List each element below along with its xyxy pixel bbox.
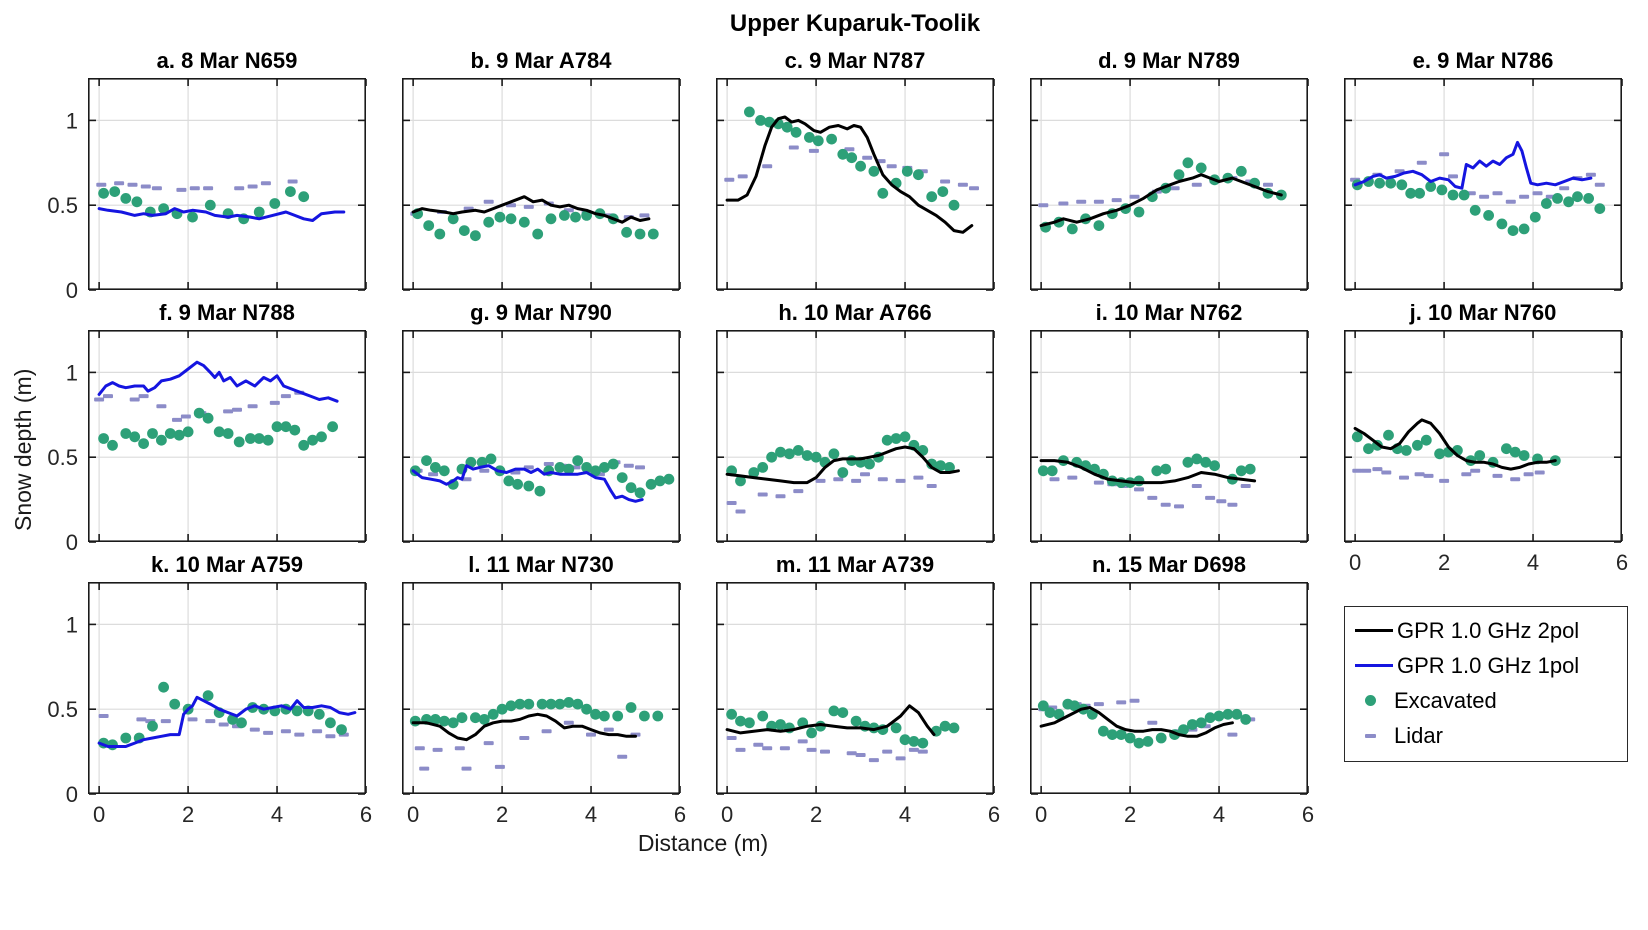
svg-text:0.5: 0.5	[47, 445, 78, 470]
panel-a: a. 8 Mar N659 0 0.5 1	[47, 46, 367, 303]
svg-text:6: 6	[674, 802, 686, 827]
svg-text:4: 4	[271, 802, 283, 827]
figure-title: Upper Kuparuk-Toolik	[729, 10, 981, 37]
panel-j: j. 10 Mar N760 0 2 4 6	[1344, 298, 1628, 575]
svg-text:0: 0	[66, 530, 78, 555]
svg-text:0: 0	[407, 802, 419, 827]
panel-k-title: k. 10 Mar A759	[150, 552, 304, 577]
panel-a-plot: 00.51	[47, 78, 367, 303]
panel-b-title: b. 9 Mar A784	[470, 48, 612, 73]
panel-i-plot	[1030, 330, 1309, 543]
panel-k-plot: 0 2 4 6 0 0.5 1	[47, 582, 372, 827]
panel-a-title: a. 8 Mar N659	[156, 48, 298, 73]
panel-e-title: e. 9 Mar N786	[1412, 48, 1554, 73]
panel-i: i. 10 Mar N762	[1030, 298, 1309, 543]
svg-text:2: 2	[1438, 550, 1450, 575]
panel-f: f. 9 Mar N788 0 0.5 1	[47, 298, 367, 555]
panel-l-title: l. 11 Mar N730	[468, 552, 614, 577]
panel-m: m. 11 Mar A739 0 2 4 6	[716, 550, 1000, 827]
svg-text:0.5: 0.5	[47, 193, 78, 218]
panel-c: c. 9 Mar N787	[716, 46, 995, 291]
panel-e-plot	[1344, 78, 1623, 291]
excavated-dot-swatch	[1365, 695, 1376, 706]
panel-d: d. 9 Mar N789	[1030, 46, 1309, 291]
panel-k: k. 10 Mar A759 0 2 4 6 0 0.5 1	[47, 550, 372, 827]
panel-c-plot	[716, 78, 995, 291]
svg-text:4: 4	[1213, 802, 1225, 827]
panel-n: n. 15 Mar D698 0 2 4 6	[1030, 550, 1314, 827]
panel-row-3: k. 10 Mar A759 0 2 4 6 0 0.5 1 l. 11 Mar N730 …	[47, 550, 1628, 827]
legend-cell: GPR 1.0 GHz 2pol GPR 1.0 GHz 1pol Excava…	[1344, 550, 1628, 794]
panel-b: b. 9 Mar A784	[402, 46, 681, 291]
panel-n-title: n. 15 Mar D698	[1091, 552, 1247, 577]
svg-text:1: 1	[66, 360, 78, 385]
panel-b-plot	[402, 78, 681, 291]
legend-item-gpr-2pol: GPR 1.0 GHz 2pol	[1355, 613, 1615, 648]
gpr-1pol-line-swatch	[1355, 664, 1393, 667]
panel-m-title: m. 11 Mar A739	[775, 552, 935, 577]
panel-l-plot: 0 2 4 6	[402, 582, 686, 827]
svg-text:0: 0	[1349, 550, 1361, 575]
svg-text:0: 0	[1035, 802, 1047, 827]
svg-text:2: 2	[810, 802, 822, 827]
panel-row-2: f. 9 Mar N788 0 0.5 1 g. 9 Mar N790 h. 10 …	[47, 298, 1628, 575]
svg-text:1: 1	[66, 108, 78, 133]
panel-g-plot	[402, 330, 681, 543]
legend-label-lidar: Lidar	[1394, 722, 1443, 748]
legend-label-gpr-2pol: GPR 1.0 GHz 2pol	[1397, 617, 1580, 643]
panel-e: e. 9 Mar N786	[1344, 46, 1623, 291]
svg-text:0: 0	[93, 802, 105, 827]
panel-d-plot	[1030, 78, 1309, 291]
panel-n-plot: 0 2 4 6	[1030, 582, 1314, 827]
panel-c-title: c. 9 Mar N787	[784, 48, 926, 73]
x-axis-label: Distance (m)	[637, 830, 769, 856]
legend-item-gpr-1pol: GPR 1.0 GHz 1pol	[1355, 648, 1615, 683]
legend-item-lidar: Lidar	[1355, 718, 1615, 753]
panel-d-title: d. 9 Mar N789	[1098, 48, 1240, 73]
lidar-dash-swatch	[1365, 733, 1376, 738]
panel-g-title: g. 9 Mar N790	[470, 300, 612, 325]
legend-label-gpr-1pol: GPR 1.0 GHz 1pol	[1397, 652, 1580, 678]
svg-text:2: 2	[182, 802, 194, 827]
panel-i-title: i. 10 Mar N762	[1095, 300, 1243, 325]
svg-text:2: 2	[1124, 802, 1136, 827]
svg-text:2: 2	[496, 802, 508, 827]
panel-j-title: j. 10 Mar N760	[1409, 300, 1557, 325]
svg-text:4: 4	[899, 802, 911, 827]
svg-text:6: 6	[1302, 802, 1314, 827]
svg-text:0: 0	[721, 802, 733, 827]
legend-label-excavated: Excavated	[1394, 687, 1497, 713]
panel-h-plot	[716, 330, 995, 543]
svg-text:4: 4	[585, 802, 597, 827]
panel-h: h. 10 Mar A766	[716, 298, 995, 543]
panel-grid: a. 8 Mar N659 0 0.5 1 b. 9 Mar A784 c. 9 M…	[47, 46, 1628, 857]
panel-row-1: a. 8 Mar N659 0 0.5 1 b. 9 Mar A784 c. 9 M…	[47, 46, 1623, 303]
svg-text:6: 6	[988, 802, 1000, 827]
legend: GPR 1.0 GHz 2pol GPR 1.0 GHz 1pol Excava…	[1344, 606, 1628, 762]
panel-f-title: f. 9 Mar N788	[159, 300, 295, 325]
panel-f-plot: 00.51	[47, 330, 367, 555]
panel-m-plot: 0 2 4 6	[716, 582, 1000, 827]
svg-text:4: 4	[1527, 550, 1539, 575]
svg-text:6: 6	[360, 802, 372, 827]
svg-text:0: 0	[66, 278, 78, 303]
svg-text:0.5: 0.5	[47, 697, 78, 722]
svg-text:1: 1	[66, 612, 78, 637]
panel-h-title: h. 10 Mar A766	[778, 300, 932, 325]
svg-text:0: 0	[66, 782, 78, 807]
svg-text:6: 6	[1616, 550, 1628, 575]
panel-g: g. 9 Mar N790	[402, 298, 681, 543]
y-axis-label: Snow depth (m)	[10, 368, 36, 532]
legend-item-excavated: Excavated	[1355, 683, 1615, 718]
panel-j-plot: 0 2 4 6	[1344, 330, 1628, 575]
gpr-2pol-line-swatch	[1355, 629, 1393, 632]
panel-l: l. 11 Mar N730 0 2 4 6	[402, 550, 686, 827]
